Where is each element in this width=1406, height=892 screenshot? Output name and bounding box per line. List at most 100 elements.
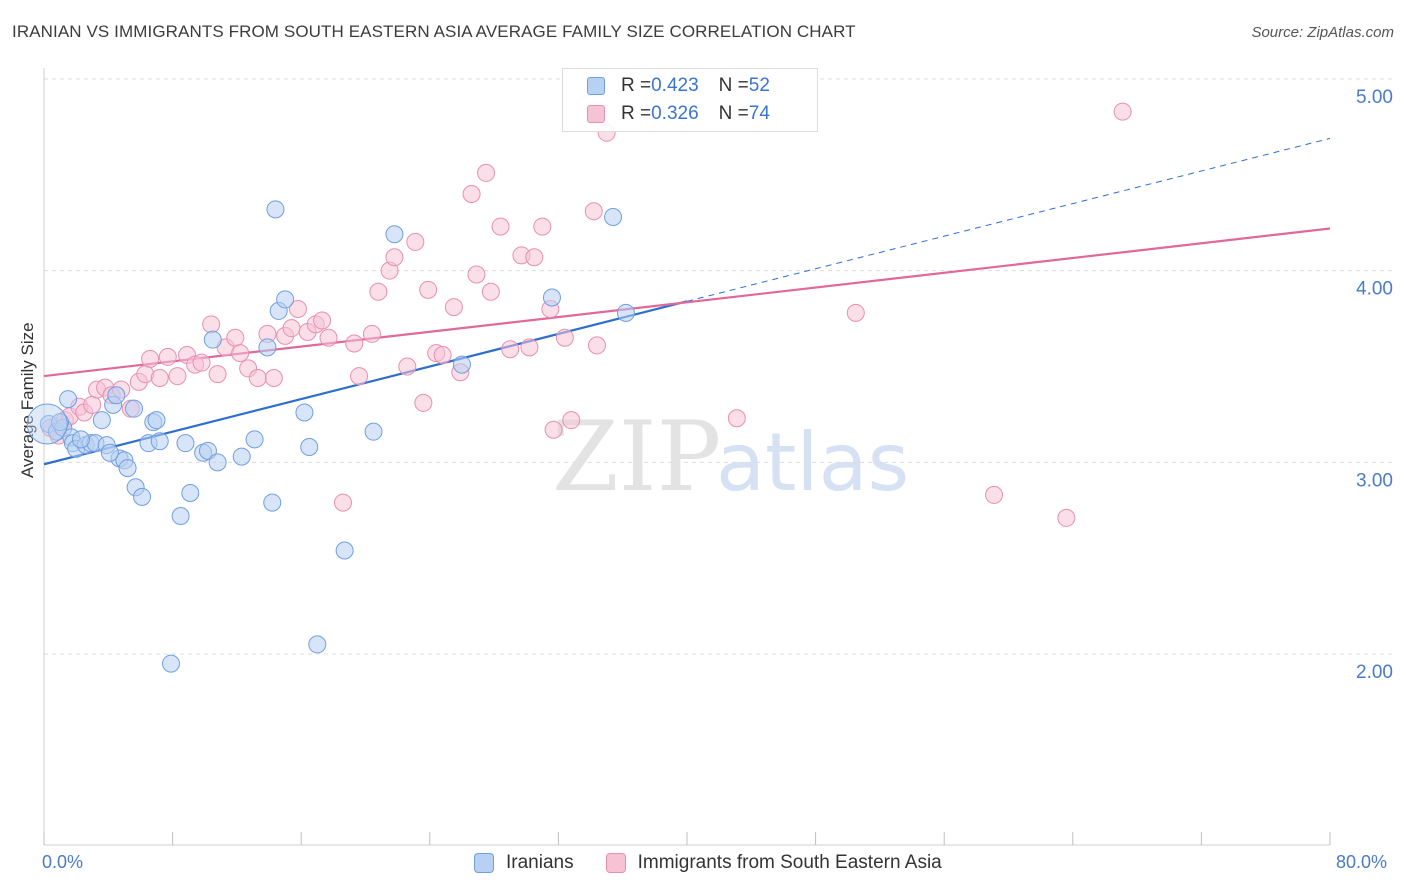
iranians-point <box>208 453 227 472</box>
iranians-point <box>176 434 195 453</box>
immigrants-point <box>1057 508 1076 527</box>
iranians-point <box>604 208 623 226</box>
immigrants-point <box>462 185 481 203</box>
y-tick-label: 3.00 <box>1356 470 1393 491</box>
immigrants-point <box>192 353 211 372</box>
iranians-point <box>364 422 383 441</box>
immigrants-point <box>433 346 452 364</box>
immigrants-point <box>333 493 352 512</box>
immigrants-point <box>562 411 581 430</box>
legend-r-value: 0.423 <box>651 75 699 96</box>
iranians-point <box>171 507 190 525</box>
immigrants-point <box>414 393 433 412</box>
immigrants-point <box>288 300 307 318</box>
immigrants-point <box>1113 102 1132 121</box>
legend-swatch-blue <box>474 853 494 873</box>
legend-n-label: N = <box>718 75 749 96</box>
legend-r-value: 0.326 <box>651 103 699 124</box>
legend-swatch-pink <box>605 853 626 873</box>
iranians-point <box>92 411 111 430</box>
legend-row-immigrants: R = 0.326 N = 74 <box>587 102 770 126</box>
iranians-point <box>263 493 282 512</box>
immigrants-point <box>533 217 552 236</box>
x-tick-label-max: 80.0% <box>1336 852 1388 872</box>
immigrants-point <box>481 282 500 301</box>
legend-swatch-blue <box>587 77 605 95</box>
iranians-point <box>150 432 169 451</box>
immigrants-point <box>520 338 539 357</box>
iranians-point <box>295 403 314 422</box>
immigrants-point <box>846 303 865 322</box>
iranians-point <box>452 355 471 374</box>
immigrants-point <box>501 340 520 359</box>
iranians-point <box>203 330 222 349</box>
iranians-point <box>118 459 137 478</box>
immigrants-point <box>985 485 1004 504</box>
iranians-trend-extension <box>686 137 1331 302</box>
iranians-point <box>100 443 119 462</box>
legend-item-immigrants: Immigrants from South Eastern Asia <box>605 852 942 874</box>
legend-label-immigrants: Immigrants from South Eastern Asia <box>637 852 942 873</box>
legend-label-iranians: Iranians <box>506 852 574 873</box>
immigrants-point <box>208 365 227 384</box>
y-tick-label: 4.00 <box>1356 279 1393 300</box>
immigrants-point <box>319 328 338 347</box>
immigrants-point <box>385 248 404 267</box>
immigrants-point <box>350 367 369 386</box>
immigrants-point <box>467 265 486 284</box>
iranians-point <box>335 541 354 560</box>
iranians-point <box>308 635 327 654</box>
legend-item-iranians: Iranians <box>474 852 574 874</box>
immigrants-point <box>491 217 510 236</box>
iranians-point <box>258 338 277 357</box>
immigrants-point <box>587 336 606 355</box>
immigrants-point <box>727 409 746 428</box>
iranians-point <box>107 386 126 405</box>
immigrants-point <box>345 334 364 353</box>
immigrants-point <box>150 369 169 387</box>
legend-n-label: N = <box>718 103 749 124</box>
chart-source: Source: ZipAtlas.com <box>1251 24 1394 41</box>
iranians-point <box>198 441 217 460</box>
immigrants-point <box>264 369 283 387</box>
immigrants-point <box>231 344 250 363</box>
y-tick-label: 5.00 <box>1356 87 1393 108</box>
axes <box>43 68 1331 846</box>
immigrants-point <box>202 315 221 334</box>
immigrants-point <box>444 298 463 317</box>
iranians-point <box>616 303 635 322</box>
immigrants-point <box>544 420 563 439</box>
immigrants-point <box>419 280 438 299</box>
iranians-cluster-point <box>26 403 68 445</box>
immigrants-point <box>398 357 417 376</box>
data-points <box>26 102 1132 673</box>
iranians-point <box>51 413 70 432</box>
y-tick-labels: 2.00 3.00 4.00 5.00 <box>1356 87 1393 683</box>
iranians-point <box>125 399 144 418</box>
immigrants-point <box>248 369 267 387</box>
legend-r-label: R = <box>621 103 652 124</box>
x-tick-label-min: 0.0% <box>42 852 84 872</box>
immigrants-point <box>525 248 544 267</box>
immigrants-trend-line <box>43 227 1331 378</box>
legend-swatch-pink <box>587 105 605 123</box>
legend-n-value: 74 <box>748 103 770 124</box>
immigrants-point <box>168 367 187 386</box>
immigrants-point <box>313 311 332 330</box>
iranians-point <box>232 447 251 466</box>
iranians-point <box>59 390 78 409</box>
iranians-point <box>266 200 285 219</box>
legend-r-label: R = <box>621 75 652 96</box>
y-tick-label: 2.00 <box>1356 662 1393 683</box>
immigrants-point <box>406 232 425 251</box>
iranians-point <box>385 225 404 244</box>
immigrants-point <box>477 163 496 182</box>
immigrants-point <box>83 395 102 414</box>
chart-title: IRANIAN VS IMMIGRANTS FROM SOUTH EASTERN… <box>12 22 856 41</box>
immigrants-point <box>226 328 245 347</box>
immigrants-point <box>141 349 160 368</box>
iranians-point <box>542 288 561 307</box>
iranians-point <box>181 484 200 502</box>
immigrants-point <box>555 328 574 347</box>
legend-n-value: 52 <box>748 75 770 96</box>
